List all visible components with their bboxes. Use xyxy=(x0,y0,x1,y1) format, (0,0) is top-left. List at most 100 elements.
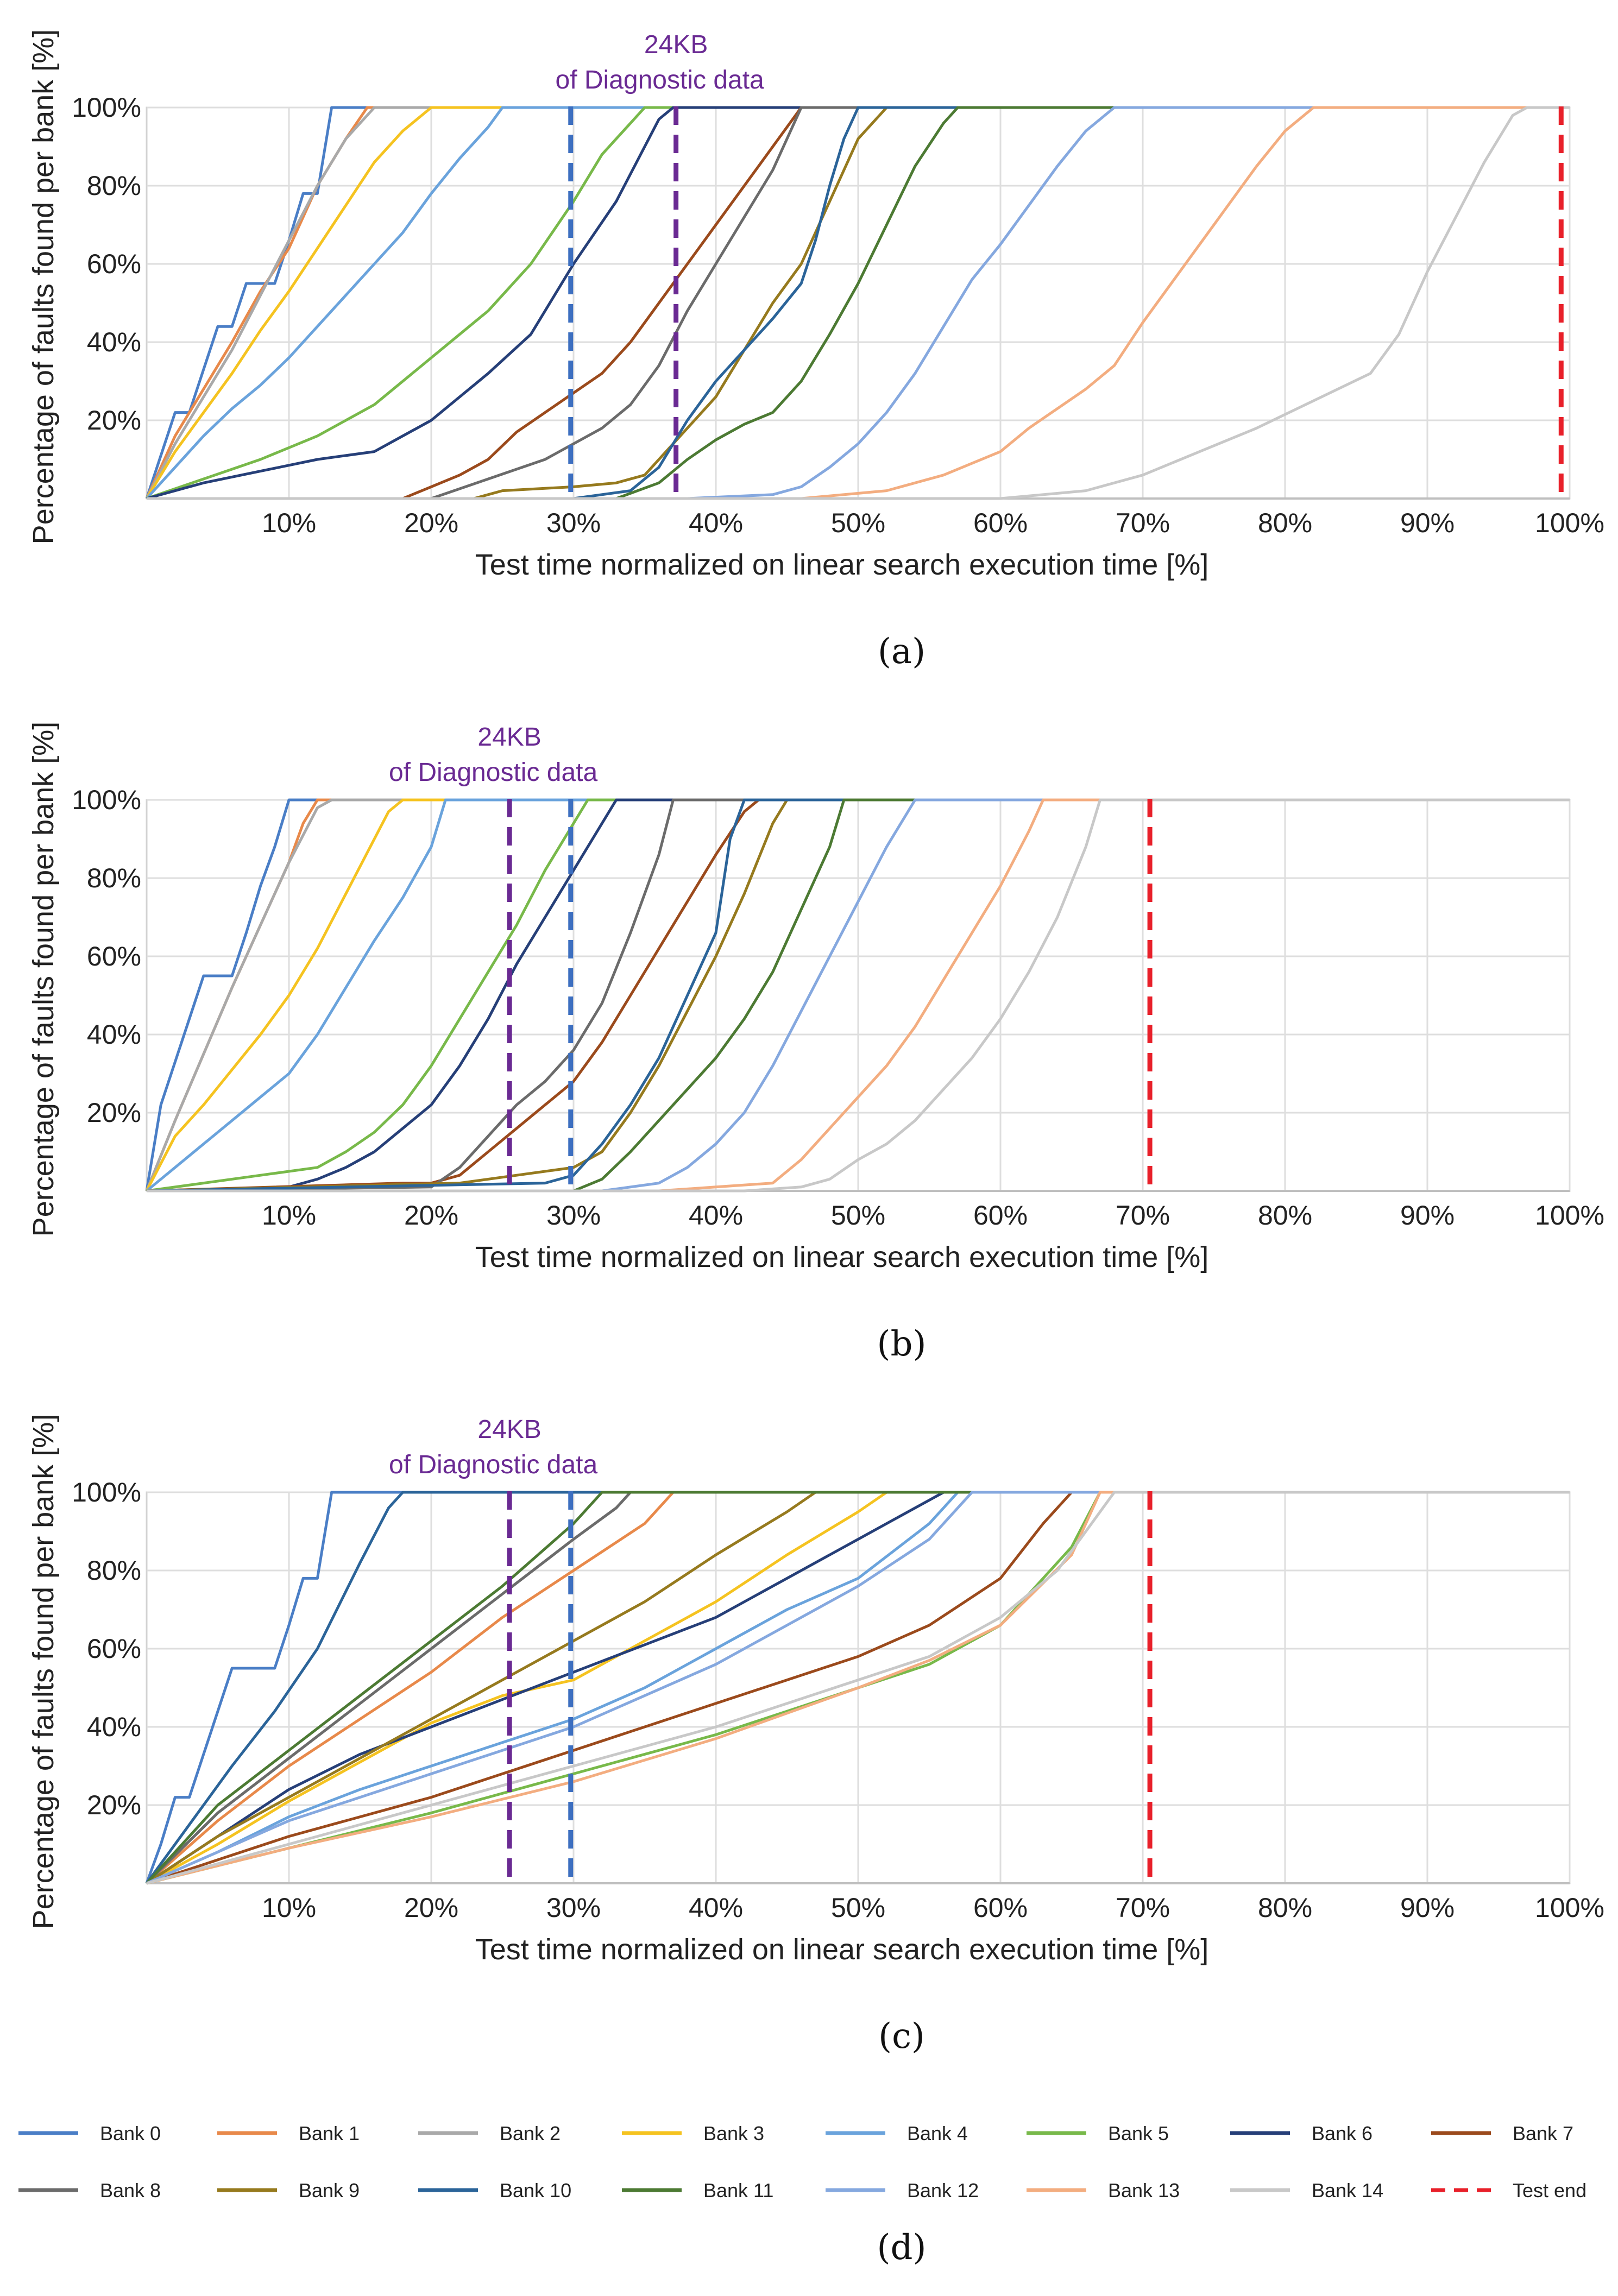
diag-annotation-line2: of Diagnostic data xyxy=(556,66,765,94)
y-tick-label: 60% xyxy=(87,249,141,279)
series-line-bank-11 xyxy=(147,106,1570,500)
x-tick-label: 100% xyxy=(1535,508,1604,538)
series-line-bank-14 xyxy=(147,106,1570,500)
y-tick-label: 40% xyxy=(87,1712,141,1742)
x-axis-title: Test time normalized on linear search ex… xyxy=(475,1933,1209,1966)
x-tick-label: 60% xyxy=(973,1893,1028,1923)
series-line-bank-10 xyxy=(146,798,1570,1193)
chart-panel-a: 10% 20% 30% 40% 50% 60% 70% 80% 90% 100% 20% 40% 60%… xyxy=(27,29,1604,672)
legend-label-bank-11: Bank 11 xyxy=(703,2179,773,2202)
x-tick-label: 60% xyxy=(973,1200,1028,1231)
x-tick-label: 70% xyxy=(1116,508,1170,538)
y-axis-title: Percentage of faults found per bank [%] xyxy=(27,1414,60,1929)
x-tick-label: 30% xyxy=(546,1893,601,1923)
series-line-bank-7 xyxy=(147,106,1570,500)
panel-label: (b) xyxy=(877,1324,927,1364)
x-tick-label: 40% xyxy=(689,508,743,538)
series-line-bank-9 xyxy=(146,1491,1570,1885)
series-line-bank-8 xyxy=(146,798,1570,1193)
y-tick-label: 100% xyxy=(72,785,141,815)
x-tick-label: 70% xyxy=(1116,1893,1170,1923)
series-line-bank-5 xyxy=(146,106,1570,500)
series-line-bank-4 xyxy=(146,1491,1570,1885)
y-tick-label: 20% xyxy=(87,1790,141,1820)
x-tick-label: 80% xyxy=(1258,1893,1312,1923)
y-tick-label: 100% xyxy=(72,92,141,123)
x-tick-label: 100% xyxy=(1535,1200,1604,1231)
y-axis-title: Percentage of faults found per bank [%] xyxy=(27,29,60,545)
x-axis-title: Test time normalized on linear search ex… xyxy=(475,1241,1209,1273)
diag-annotation-line1: 24KB xyxy=(477,1415,541,1444)
series-line-bank-7 xyxy=(146,798,1570,1193)
panel-label: (c) xyxy=(878,2016,925,2057)
panel-label-d: (d) xyxy=(877,2228,927,2268)
x-tick-label: 10% xyxy=(262,508,316,538)
x-tick-label: 90% xyxy=(1400,508,1455,538)
y-tick-label: 40% xyxy=(87,1019,141,1050)
series-line-bank-9 xyxy=(147,106,1570,500)
x-tick-label: 40% xyxy=(689,1200,743,1231)
series-line-bank-11 xyxy=(147,798,1570,1193)
x-tick-label: 40% xyxy=(689,1893,743,1923)
series-line-bank-11 xyxy=(146,1491,1570,1884)
y-tick-label: 100% xyxy=(72,1477,141,1507)
y-tick-label: 40% xyxy=(87,327,141,357)
legend-label-bank-14: Bank 14 xyxy=(1312,2179,1383,2202)
x-tick-label: 20% xyxy=(404,1893,458,1923)
legend-label-bank-9: Bank 9 xyxy=(299,2179,360,2202)
series-line-bank-8 xyxy=(147,106,1570,500)
x-tick-label: 30% xyxy=(546,1200,601,1231)
x-tick-label: 50% xyxy=(831,1893,885,1923)
y-tick-label: 80% xyxy=(87,1555,141,1586)
legend-label-bank-12: Bank 12 xyxy=(907,2179,979,2202)
x-axis-title: Test time normalized on linear search ex… xyxy=(475,548,1209,581)
y-tick-label: 60% xyxy=(87,941,141,972)
legend-label-bank-10: Bank 10 xyxy=(500,2179,571,2202)
series-line-bank-6 xyxy=(146,106,1570,500)
x-tick-label: 20% xyxy=(404,508,458,538)
series-line-bank-13 xyxy=(147,798,1570,1193)
x-tick-label: 50% xyxy=(831,508,885,538)
series-line-bank-12 xyxy=(146,1491,1570,1885)
legend-label-bank-0: Bank 0 xyxy=(100,2122,161,2144)
series-line-bank-5 xyxy=(146,798,1570,1193)
series-line-bank-2 xyxy=(145,106,1570,500)
x-tick-label: 30% xyxy=(546,508,601,538)
x-tick-label: 90% xyxy=(1400,1200,1455,1231)
diag-annotation-line1: 24KB xyxy=(477,723,541,752)
legend-label-bank-8: Bank 8 xyxy=(100,2179,161,2202)
legend-label-bank-6: Bank 6 xyxy=(1312,2122,1373,2144)
series-line-bank-13 xyxy=(146,1491,1570,1885)
series-line-bank-7 xyxy=(146,1491,1570,1885)
series-line-bank-6 xyxy=(146,1491,1570,1885)
series-line-bank-6 xyxy=(146,798,1570,1193)
y-tick-label: 80% xyxy=(87,863,141,893)
x-tick-label: 10% xyxy=(262,1893,316,1923)
legend-label-bank-4: Bank 4 xyxy=(907,2122,968,2144)
y-tick-label: 20% xyxy=(87,1097,141,1128)
series-line-bank-4 xyxy=(146,798,1570,1192)
legend-label-bank-1: Bank 1 xyxy=(299,2122,360,2144)
legend-label-bank-13: Bank 13 xyxy=(1108,2179,1180,2202)
series-line-bank-3 xyxy=(145,106,1570,500)
series-line-bank-2 xyxy=(145,798,1570,1191)
legend-label-bank-5: Bank 5 xyxy=(1108,2122,1169,2144)
series-line-bank-10 xyxy=(145,1491,1570,1884)
series-line-bank-10 xyxy=(147,106,1570,500)
series-line-bank-0 xyxy=(145,798,1570,1191)
x-tick-label: 80% xyxy=(1258,1200,1312,1231)
y-axis-title: Percentage of faults found per bank [%] xyxy=(27,722,60,1237)
x-tick-label: 60% xyxy=(973,508,1028,538)
series-line-bank-3 xyxy=(146,1491,1570,1885)
legend-label-bank-2: Bank 2 xyxy=(500,2122,561,2144)
y-tick-label: 60% xyxy=(87,1633,141,1664)
series-line-bank-3 xyxy=(145,798,1570,1192)
diag-annotation-line2: of Diagnostic data xyxy=(389,758,598,787)
y-tick-label: 80% xyxy=(87,171,141,201)
diag-annotation-line2: of Diagnostic data xyxy=(389,1450,598,1479)
chart-panel-c: 10% 20% 30% 40% 50% 60% 70% 80% 90% 100% 20% 40% 60%… xyxy=(27,1414,1604,2057)
x-tick-label: 70% xyxy=(1116,1200,1170,1231)
chart-panel-b: 10% 20% 30% 40% 50% 60% 70% 80% 90% 100% 20% 40% 60%… xyxy=(27,722,1604,1364)
series-line-bank-9 xyxy=(146,798,1570,1193)
